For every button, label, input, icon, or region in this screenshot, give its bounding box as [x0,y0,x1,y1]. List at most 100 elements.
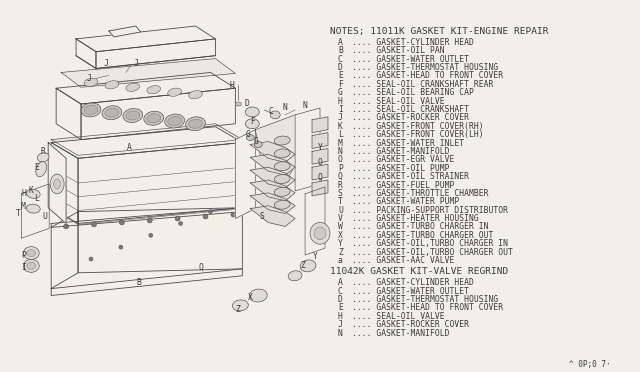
Text: V: V [338,214,343,223]
Text: .... GASKET-THERMOSTAT HOUSING: .... GASKET-THERMOSTAT HOUSING [352,295,498,304]
Polygon shape [250,167,295,188]
Circle shape [203,214,208,219]
Text: X: X [248,293,253,302]
Polygon shape [250,180,295,201]
Text: S: S [338,189,343,198]
Circle shape [209,210,212,214]
Ellipse shape [164,114,184,128]
Polygon shape [236,130,255,218]
Text: E: E [34,163,38,172]
Text: .... GASKET-OIL STRAINER: .... GASKET-OIL STRAINER [352,172,469,181]
Text: .... GASKET-WATER INLET: .... GASKET-WATER INLET [352,139,464,148]
Text: U: U [338,206,343,215]
Text: Y: Y [312,251,317,260]
Polygon shape [312,117,328,133]
Text: Z: Z [235,305,240,314]
Text: E: E [338,71,343,80]
Polygon shape [255,115,310,209]
Text: Y: Y [338,239,343,248]
Ellipse shape [245,107,259,117]
Ellipse shape [27,250,36,257]
Text: N: N [303,100,307,109]
Ellipse shape [147,86,161,94]
Text: .... GASKET-THERMOSTAT HOUSING: .... GASKET-THERMOSTAT HOUSING [352,63,498,72]
Polygon shape [250,193,295,214]
Text: Q: Q [317,173,323,182]
Text: a: a [338,256,343,265]
Polygon shape [109,26,141,37]
Ellipse shape [236,102,241,106]
Circle shape [148,233,153,237]
Circle shape [63,224,68,229]
Text: B: B [338,46,343,55]
Text: .... GASKET-OIL PUMP: .... GASKET-OIL PUMP [352,164,449,173]
Ellipse shape [189,90,202,99]
Circle shape [231,212,236,217]
Polygon shape [51,208,243,227]
Text: J: J [338,320,343,329]
Text: P: P [21,250,26,260]
Text: Y: Y [317,143,323,152]
Ellipse shape [26,204,40,213]
Text: .... GASKET-ROCKER COVER: .... GASKET-ROCKER COVER [352,320,469,329]
Text: .... GASKET-WATER PUMP: .... GASKET-WATER PUMP [352,197,459,206]
Ellipse shape [168,88,182,96]
Polygon shape [250,141,295,162]
Circle shape [119,245,123,249]
Text: G: G [246,130,251,139]
Polygon shape [51,269,243,295]
Text: G: G [254,137,259,146]
Text: L: L [34,194,38,203]
Ellipse shape [123,109,143,122]
Polygon shape [295,108,320,191]
Text: R: R [338,180,343,189]
Text: T: T [338,197,343,206]
Polygon shape [312,133,328,148]
Text: P: P [338,164,343,173]
Polygon shape [61,59,236,87]
Polygon shape [250,154,295,175]
Text: D: D [338,295,343,304]
Text: C: C [338,286,343,296]
Text: .... GASKET-MANIFOLD: .... GASKET-MANIFOLD [352,147,449,156]
Text: U: U [43,212,47,221]
Ellipse shape [50,174,64,194]
Ellipse shape [36,161,47,177]
Ellipse shape [300,260,316,272]
Text: NOTES; 11011K GASKET KIT-ENGINE REPAIR: NOTES; 11011K GASKET KIT-ENGINE REPAIR [330,27,548,36]
Ellipse shape [144,111,164,125]
Ellipse shape [254,141,262,147]
Text: .... GASKET-OIL PAN: .... GASKET-OIL PAN [352,46,445,55]
Text: Q: Q [198,263,203,272]
Polygon shape [96,39,216,68]
Polygon shape [76,26,216,52]
Text: T: T [16,209,20,218]
Text: .... GASKET-FRONT COVER(RH): .... GASKET-FRONT COVER(RH) [352,122,483,131]
Text: H: H [22,189,27,198]
Text: F: F [338,80,343,89]
Text: K: K [338,122,343,131]
Polygon shape [78,142,243,224]
Text: C: C [269,108,274,116]
Polygon shape [312,148,328,164]
Circle shape [89,257,93,261]
Polygon shape [78,208,243,273]
Ellipse shape [105,108,119,117]
Polygon shape [76,39,96,68]
Text: M: M [338,139,343,148]
Ellipse shape [105,81,119,89]
Ellipse shape [274,200,290,209]
Text: .... GASKET-WATER OUTLET: .... GASKET-WATER OUTLET [352,55,469,64]
Text: O: O [338,155,343,164]
Polygon shape [56,88,81,140]
Polygon shape [21,184,49,238]
Ellipse shape [274,149,290,158]
Text: Z: Z [338,248,343,257]
Text: N: N [338,328,343,337]
Text: A: A [338,278,343,287]
Text: .... GASKET-FUEL PUMP: .... GASKET-FUEL PUMP [352,180,454,189]
Text: .... GASKET-THROTTLE CHAMBER: .... GASKET-THROTTLE CHAMBER [352,189,488,198]
Text: G: G [338,88,343,97]
Ellipse shape [186,117,205,131]
Ellipse shape [270,111,280,119]
